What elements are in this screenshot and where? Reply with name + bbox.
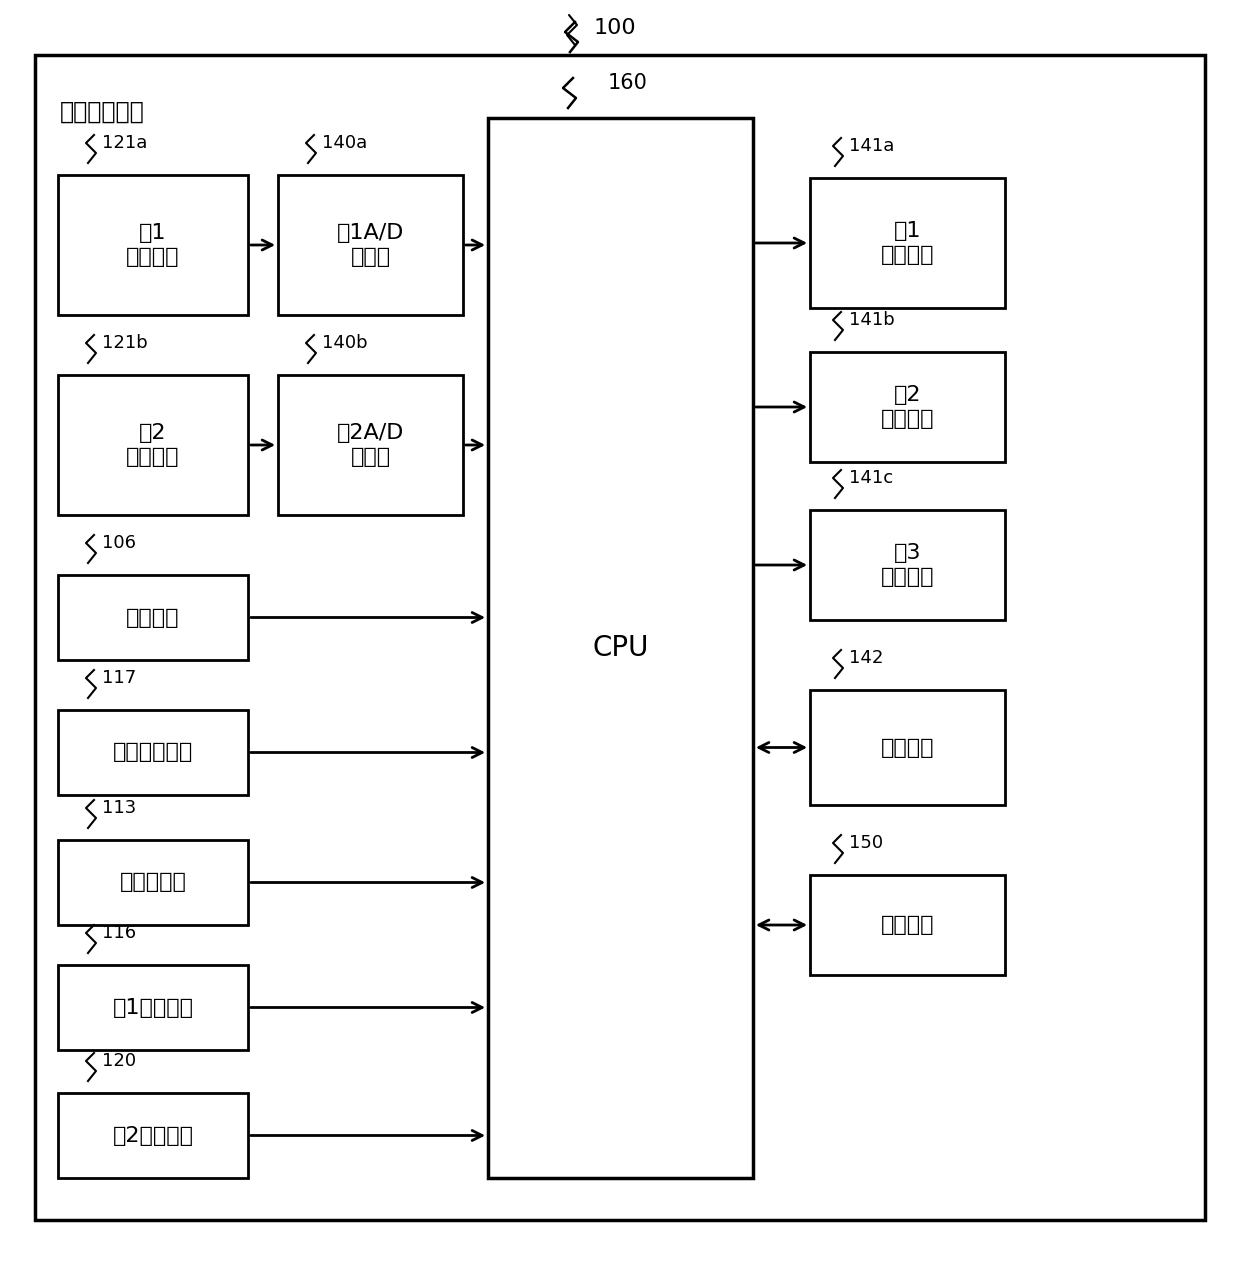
Text: 160: 160 <box>608 73 647 92</box>
Bar <box>810 352 1004 462</box>
Bar <box>58 840 248 925</box>
Bar <box>810 691 1004 805</box>
Text: 142: 142 <box>849 649 883 666</box>
Text: 操作按鈕: 操作按鈕 <box>126 607 180 627</box>
Text: 第1A/D
转换器: 第1A/D 转换器 <box>337 223 404 266</box>
Text: 第2A/D
转换器: 第2A/D 转换器 <box>337 423 404 466</box>
Text: 106: 106 <box>102 533 136 552</box>
Text: 第2
摄像装置: 第2 摄像装置 <box>126 423 180 466</box>
Bar <box>58 175 248 315</box>
Text: 121b: 121b <box>102 334 148 352</box>
Bar <box>489 118 753 1178</box>
Text: 120: 120 <box>102 1052 136 1071</box>
Text: 第1
驱动装置: 第1 驱动装置 <box>880 222 934 265</box>
Text: 接触传感器: 接触传感器 <box>119 873 186 892</box>
Bar <box>810 511 1004 620</box>
Text: 141c: 141c <box>849 469 893 487</box>
Bar <box>58 375 248 514</box>
Text: 原稿输送装置: 原稿输送装置 <box>60 100 145 124</box>
Text: 140b: 140b <box>322 334 367 352</box>
Bar <box>278 175 463 315</box>
Text: 存储装置: 存储装置 <box>880 915 934 935</box>
Text: 第2光传感器: 第2光传感器 <box>113 1125 193 1145</box>
Bar <box>810 875 1004 976</box>
Text: CPU: CPU <box>593 634 649 661</box>
Text: 第1光传感器: 第1光传感器 <box>113 997 193 1017</box>
Bar <box>278 375 463 514</box>
Text: 第2
驱动装置: 第2 驱动装置 <box>880 385 934 428</box>
Text: 141a: 141a <box>849 137 894 155</box>
Text: 141b: 141b <box>849 310 895 329</box>
Text: 接口装置: 接口装置 <box>880 737 934 758</box>
Text: 121a: 121a <box>102 134 148 152</box>
Text: 116: 116 <box>102 924 136 941</box>
Bar <box>58 575 248 660</box>
Bar <box>58 710 248 794</box>
Text: 140a: 140a <box>322 134 367 152</box>
Text: 第1
摄像装置: 第1 摄像装置 <box>126 223 180 266</box>
Text: 113: 113 <box>102 799 136 817</box>
Text: 第3
驱动装置: 第3 驱动装置 <box>880 544 934 587</box>
Text: 100: 100 <box>594 18 636 38</box>
Bar <box>58 1093 248 1178</box>
Bar <box>58 965 248 1050</box>
Bar <box>810 177 1004 308</box>
Text: 150: 150 <box>849 834 883 851</box>
Text: 超声波传感器: 超声波传感器 <box>113 742 193 763</box>
Text: 117: 117 <box>102 669 136 687</box>
